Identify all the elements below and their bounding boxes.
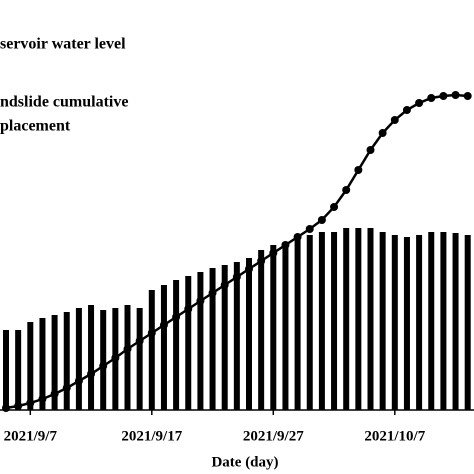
bar bbox=[148, 290, 155, 410]
bar bbox=[197, 272, 204, 410]
bar bbox=[63, 312, 70, 410]
bar bbox=[88, 305, 95, 410]
marker bbox=[159, 321, 168, 329]
marker bbox=[439, 92, 448, 100]
bar bbox=[452, 233, 459, 410]
bar bbox=[428, 232, 435, 410]
x-tick-label: 2021/9/17 bbox=[121, 428, 182, 444]
bar bbox=[3, 330, 9, 410]
marker bbox=[390, 116, 399, 124]
bar bbox=[416, 235, 423, 410]
marker bbox=[220, 281, 229, 289]
marker bbox=[87, 370, 96, 378]
marker bbox=[342, 186, 351, 194]
bar bbox=[185, 276, 192, 410]
marker bbox=[184, 305, 193, 313]
marker bbox=[257, 257, 266, 265]
legend-label: placement bbox=[0, 118, 71, 135]
bar bbox=[282, 242, 289, 410]
x-tick-label: 2021/10/7 bbox=[364, 428, 425, 444]
bar bbox=[318, 232, 325, 410]
bar bbox=[294, 238, 301, 410]
marker bbox=[354, 166, 363, 174]
bar bbox=[233, 262, 240, 410]
bar bbox=[246, 258, 252, 410]
bar bbox=[403, 237, 410, 410]
marker bbox=[50, 390, 59, 398]
marker bbox=[123, 345, 132, 353]
marker bbox=[317, 216, 326, 224]
marker bbox=[305, 225, 314, 233]
bar bbox=[27, 322, 34, 410]
bar bbox=[367, 228, 374, 410]
bar bbox=[221, 265, 228, 410]
marker bbox=[378, 129, 387, 137]
marker bbox=[74, 377, 83, 385]
marker bbox=[451, 91, 460, 99]
marker bbox=[135, 337, 144, 345]
x-axis-label: Date (day) bbox=[211, 454, 278, 470]
bar bbox=[51, 315, 58, 410]
bar bbox=[331, 232, 338, 410]
marker bbox=[427, 94, 436, 102]
bar bbox=[75, 308, 82, 410]
bar bbox=[39, 318, 46, 410]
bar bbox=[355, 228, 362, 410]
marker bbox=[111, 354, 120, 362]
marker bbox=[99, 362, 108, 370]
bar bbox=[15, 330, 22, 410]
x-tick-label: 2021/9/27 bbox=[243, 428, 304, 444]
bar bbox=[440, 232, 447, 410]
marker bbox=[14, 402, 23, 410]
marker bbox=[147, 329, 156, 337]
marker bbox=[232, 273, 241, 281]
marker bbox=[330, 203, 339, 211]
legend-label: ndslide cumulative bbox=[0, 94, 128, 111]
bar bbox=[160, 285, 167, 410]
legend-label: servoir water level bbox=[0, 36, 126, 53]
marker bbox=[269, 249, 278, 257]
bar bbox=[270, 245, 277, 410]
marker bbox=[402, 106, 411, 114]
x-tick-label: 2021/9/7 bbox=[4, 428, 58, 444]
marker bbox=[293, 233, 302, 241]
bar bbox=[173, 280, 180, 410]
marker bbox=[281, 241, 290, 249]
marker bbox=[415, 99, 424, 107]
bar bbox=[136, 308, 143, 410]
bar bbox=[464, 235, 471, 410]
marker bbox=[196, 297, 205, 305]
bar bbox=[100, 310, 107, 410]
bar bbox=[379, 232, 386, 410]
marker bbox=[245, 265, 253, 273]
bar bbox=[391, 235, 398, 410]
marker bbox=[366, 146, 375, 154]
bar bbox=[258, 250, 265, 410]
marker bbox=[172, 313, 181, 321]
bar bbox=[343, 228, 350, 410]
bar bbox=[209, 268, 216, 410]
bar bbox=[306, 235, 313, 410]
marker bbox=[463, 92, 472, 100]
marker bbox=[208, 289, 217, 297]
marker bbox=[62, 384, 71, 392]
marker bbox=[26, 399, 35, 407]
bar bbox=[124, 305, 131, 410]
marker bbox=[2, 404, 10, 412]
marker bbox=[38, 395, 47, 403]
